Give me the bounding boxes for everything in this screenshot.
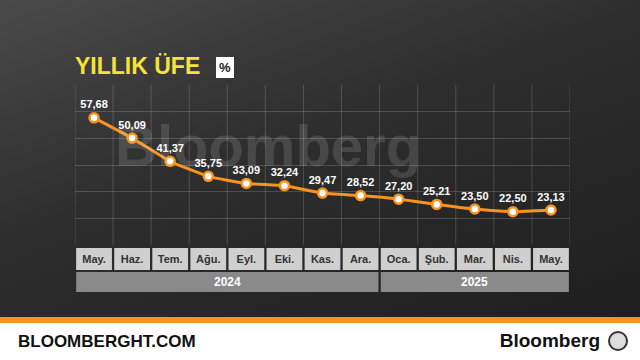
svg-text:25,21: 25,21 — [423, 185, 451, 197]
svg-text:29,47: 29,47 — [309, 174, 337, 186]
svg-text:Nis.: Nis. — [503, 253, 523, 265]
svg-text:23,13: 23,13 — [537, 191, 565, 203]
svg-text:Bloomberg: Bloomberg — [115, 113, 421, 178]
svg-text:41,37: 41,37 — [156, 142, 184, 154]
svg-text:Haz.: Haz. — [121, 253, 144, 265]
svg-text:33,09: 33,09 — [233, 164, 261, 176]
svg-text:2024: 2024 — [214, 275, 241, 289]
svg-text:YILLIK ÜFE: YILLIK ÜFE — [75, 53, 200, 79]
svg-text:Oca.: Oca. — [387, 253, 411, 265]
svg-text:32,24: 32,24 — [271, 166, 299, 178]
svg-text:Eki.: Eki. — [275, 253, 295, 265]
svg-text:May.: May. — [539, 253, 563, 265]
svg-text:28,52: 28,52 — [347, 176, 375, 188]
svg-text:Ara.: Ara. — [350, 253, 371, 265]
svg-text:57,68: 57,68 — [80, 98, 108, 110]
svg-text:Tem.: Tem. — [158, 253, 183, 265]
svg-text:Ağu.: Ağu. — [196, 253, 220, 265]
svg-text:50,09: 50,09 — [118, 119, 146, 131]
svg-text:27,20: 27,20 — [385, 180, 413, 192]
svg-text:Mar.: Mar. — [464, 253, 486, 265]
html-text:Bloomberg: Bloomberg — [499, 330, 600, 351]
svg-text:Kas.: Kas. — [311, 253, 334, 265]
svg-text:35,75: 35,75 — [195, 157, 223, 169]
svg-text:2025: 2025 — [461, 275, 488, 289]
svg-text:May.: May. — [82, 253, 106, 265]
svg-text:22,50: 22,50 — [499, 192, 527, 204]
svg-text:%: % — [219, 60, 231, 75]
svg-text:Şub.: Şub. — [425, 253, 449, 265]
svg-text:23,50: 23,50 — [461, 190, 489, 202]
html-text:BLOOMBERGHT.COM: BLOOMBERGHT.COM — [18, 332, 196, 351]
svg-text:Eyl.: Eyl. — [237, 253, 257, 265]
